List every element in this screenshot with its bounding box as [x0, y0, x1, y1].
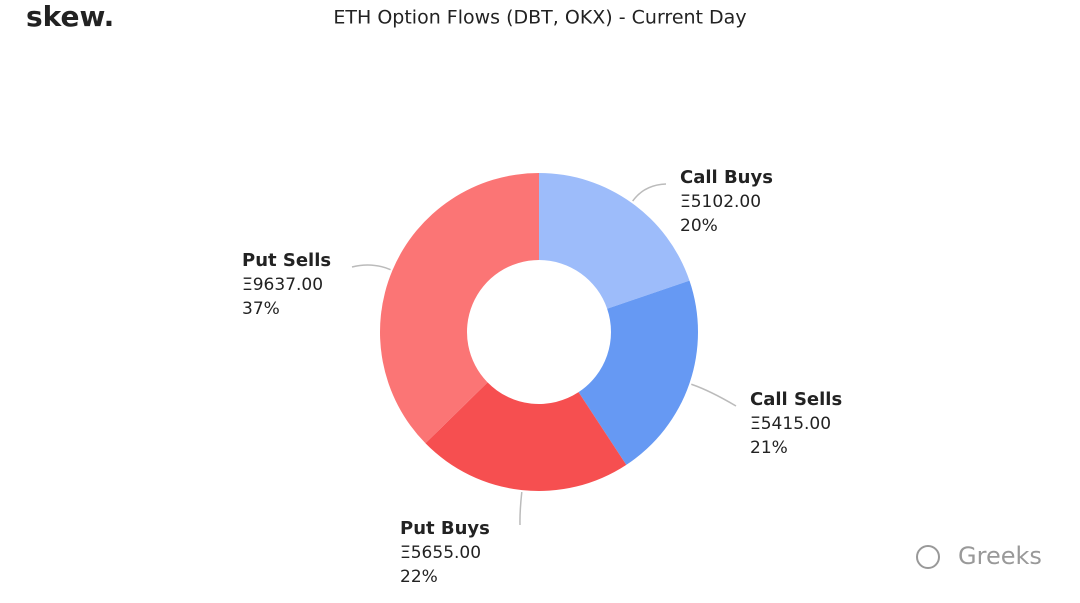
value-label: Ξ9637.00: [242, 275, 323, 295]
percent-label: 20%: [680, 216, 718, 236]
watermark: Greeks: [958, 542, 1042, 570]
value-label: Ξ5655.00: [400, 543, 481, 563]
leader-line: [691, 383, 737, 407]
slice: [539, 173, 690, 309]
leader-line: [519, 491, 523, 526]
value-label: Ξ5415.00: [750, 414, 831, 434]
slice: [425, 382, 627, 492]
leader-line: [632, 183, 667, 202]
slice: [380, 173, 539, 444]
slice: [578, 280, 698, 465]
logo: skew.: [26, 0, 114, 33]
value-label: Ξ5102.00: [680, 192, 761, 212]
slice-label: Call Sells: [750, 389, 842, 410]
chart-title: ETH Option Flows (DBT, OKX) - Current Da…: [333, 7, 746, 29]
percent-label: 37%: [242, 299, 280, 319]
slice-label: Call Buys: [680, 167, 773, 188]
slice-label: Put Sells: [242, 250, 331, 271]
leader-line: [351, 264, 391, 271]
percent-label: 21%: [750, 438, 788, 458]
slice-label: Put Buys: [400, 518, 490, 539]
percent-label: 22%: [400, 567, 438, 587]
watermark-icon: [916, 545, 940, 569]
